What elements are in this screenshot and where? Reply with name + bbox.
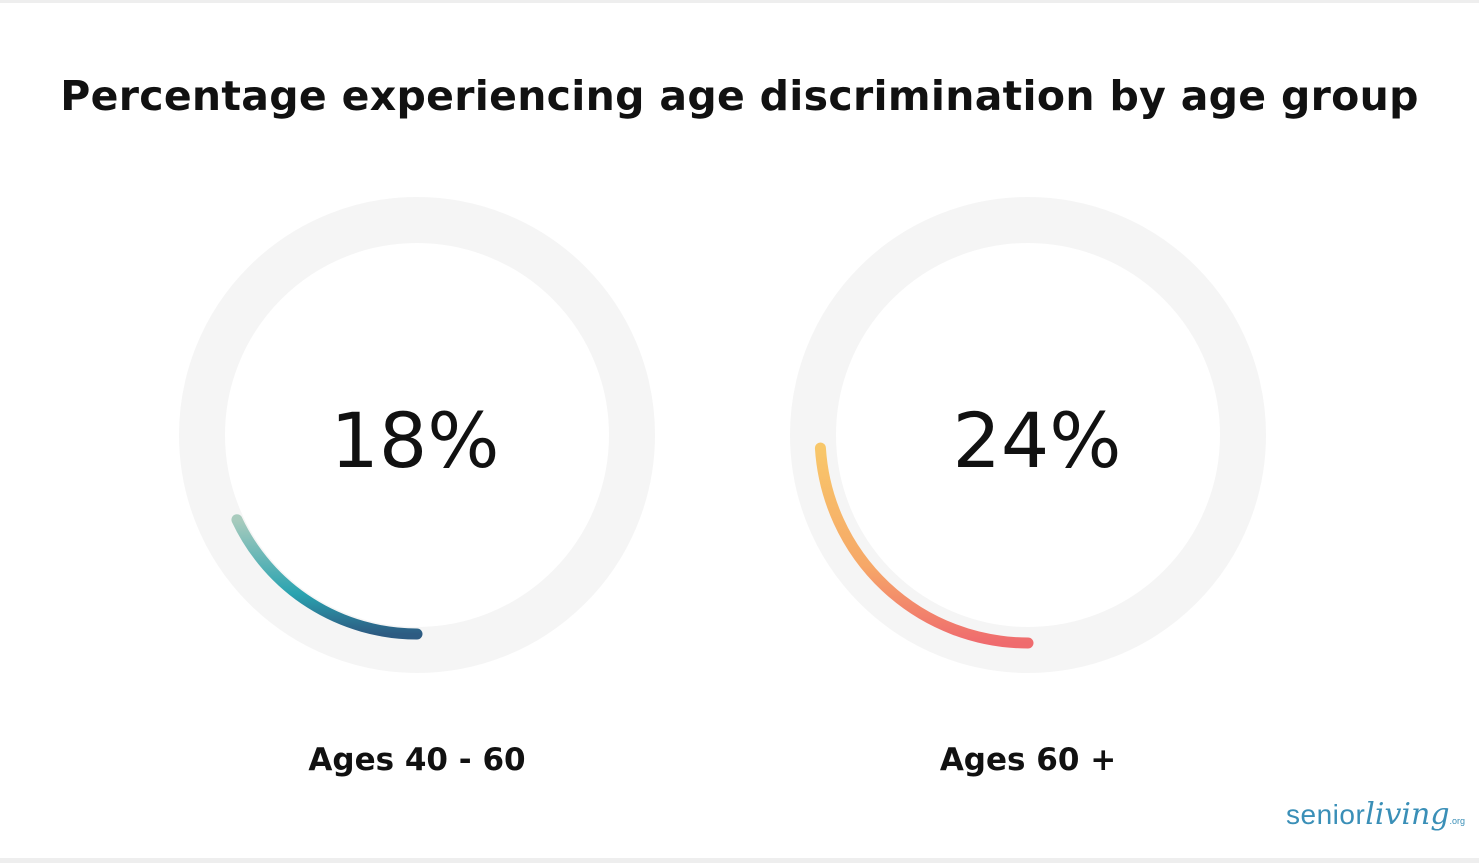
donut-ages-60-plus: 24% xyxy=(790,197,1266,673)
logo-senior-text: senior xyxy=(1286,799,1366,830)
chart-title: Percentage experiencing age discriminati… xyxy=(60,72,1419,120)
donut-arc-0 xyxy=(231,514,423,640)
donut-track-1 xyxy=(790,197,1266,673)
group-label-ages-40-60: Ages 40 - 60 xyxy=(308,742,526,778)
logo-living-text: living xyxy=(1365,797,1450,832)
top-border xyxy=(0,0,1479,3)
donut-track-0 xyxy=(179,197,655,673)
group-label-ages-60-plus: Ages 60 + xyxy=(939,742,1117,778)
bottom-border xyxy=(0,858,1479,863)
seniorliving-logo: seniorliving.org xyxy=(1286,800,1465,830)
percent-label-0: 18% xyxy=(331,396,500,485)
donut-arc-1 xyxy=(814,442,1034,649)
percent-label-1: 24% xyxy=(953,396,1122,485)
logo-org-text: .org xyxy=(1449,816,1466,826)
donut-ages-40-60: 18% xyxy=(179,197,655,673)
